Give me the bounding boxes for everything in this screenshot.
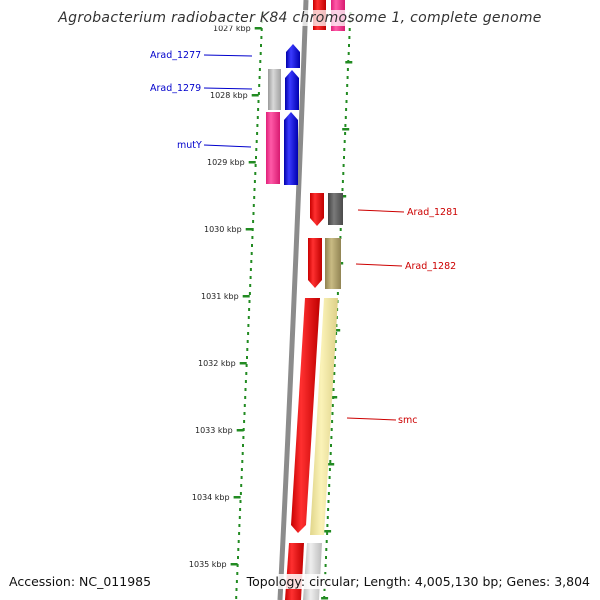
label-arad-1277[interactable]: Arad_1277 [150,50,201,61]
position-tick-right [324,530,332,533]
position-tick-label: 1032 kbp [198,359,236,368]
position-tick [233,496,241,499]
topology-value: Topology: circular; Length: 4,005,130 bp… [246,574,590,589]
position-tick-label: 1033 kbp [195,426,233,435]
gene-blue-arrow-3[interactable] [284,112,298,185]
position-tick [242,295,250,298]
position-tick [248,161,256,164]
gene-arad-1277-arrow[interactable] [286,44,300,68]
leader-arad-1282 [355,263,403,267]
label-arad-1282[interactable]: Arad_1282 [405,261,456,272]
position-tick-label: 1034 kbp [192,493,230,502]
gene-arad-1282-block[interactable] [325,238,341,289]
position-ticks: 1027 kbp 1028 kbp 1029 kbp 1030 kbp 1031 kbp… [189,24,353,600]
gene-bottom-red[interactable] [285,543,304,600]
gene-arad-1279-block[interactable] [268,69,281,110]
position-tick-right [333,329,341,332]
position-tick-label: 1030 kbp [204,225,242,234]
leader-arad-1277 [203,54,253,57]
position-tick-label: 1027 kbp [213,24,251,33]
accession-text: Accession: NC_011985 [9,574,154,589]
leader-muty [203,144,252,148]
label-smc[interactable]: smc [398,415,417,426]
position-tick-right [345,61,353,64]
position-tick-label: 1028 kbp [210,91,248,100]
position-tick-right [327,463,335,466]
gene-muty-block[interactable] [266,112,280,184]
position-tick [245,228,253,231]
leader-arad-1279 [203,87,253,90]
leader-arad-1281 [357,209,405,213]
position-tick-label: 1031 kbp [201,292,239,301]
label-muty[interactable]: mutY [177,140,202,151]
gene-arad-1280-arrow[interactable] [310,193,324,226]
gene-red-arrow-2[interactable] [308,238,322,288]
position-tick [239,362,247,365]
topology-text: Topology: circular; Length: 4,005,130 bp… [246,574,590,589]
position-tick-right [330,396,338,399]
position-tick-label: 1035 kbp [189,560,227,569]
gene-bottom-gray[interactable] [303,543,322,600]
label-arad-1279[interactable]: Arad_1279 [150,83,201,94]
position-tick [254,27,262,30]
gene-arad-1281-block[interactable] [328,193,343,225]
position-tick-right [342,128,350,131]
gene-smc-block[interactable] [310,298,338,535]
position-tick-right [321,597,329,600]
position-tick [251,94,259,97]
gene-red-arrow-3[interactable] [291,298,320,533]
label-arad-1281[interactable]: Arad_1281 [407,207,458,218]
position-tick-label: 1029 kbp [207,158,245,167]
position-tick [236,429,244,432]
gene-arad-1278-arrow[interactable] [285,70,299,110]
leader-smc [346,417,397,421]
genome-backbone [277,0,309,600]
position-tick [230,563,238,566]
map-title: Agrobacterium radiobacter K84 chromosome… [0,10,600,26]
